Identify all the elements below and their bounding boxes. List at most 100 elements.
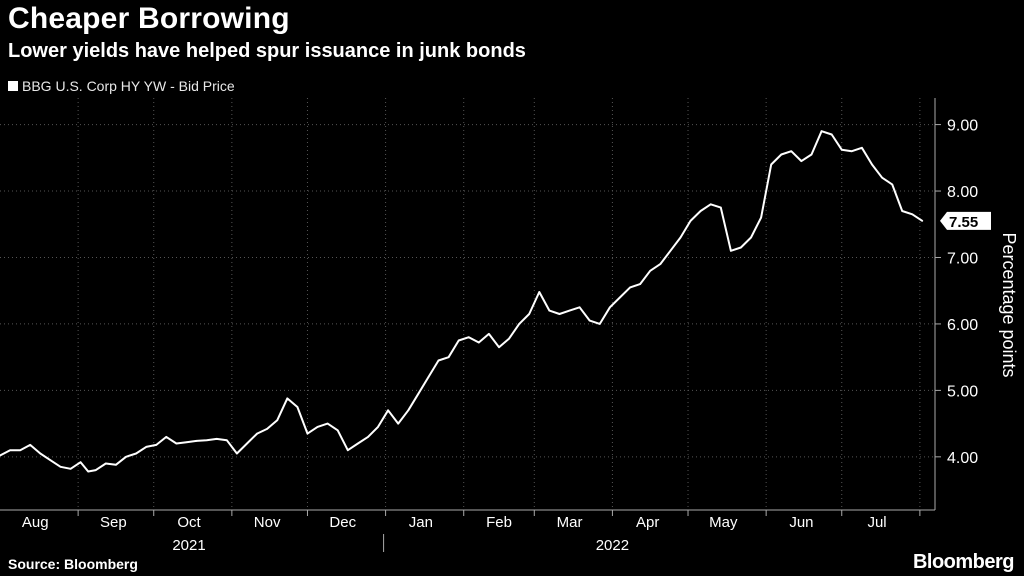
axis-labels: 4.00 5.00 6.00 7.00 8.00 9.00 Aug Sep Oct Nov Dec J… (22, 118, 1019, 554)
year-label: 2021 (172, 537, 205, 554)
data-point (588, 319, 591, 322)
data-point (568, 309, 571, 312)
data-point (659, 263, 662, 265)
data-point (770, 163, 772, 166)
data-point (901, 210, 903, 212)
legend-swatch (8, 81, 18, 91)
data-point (165, 436, 168, 438)
data-point (215, 438, 218, 440)
data-point (387, 409, 389, 412)
data-point (720, 206, 722, 209)
x-tick-label: May (709, 514, 738, 531)
x-tick-label: Jul (867, 514, 886, 531)
x-tick-label: Jan (409, 514, 433, 531)
data-point (95, 469, 97, 471)
data-point (29, 444, 32, 446)
data-point (649, 270, 651, 272)
data-point (347, 449, 349, 452)
data-point (891, 183, 893, 186)
data-point (175, 442, 178, 445)
legend-label: BBG U.S. Corp HY YW - Bid Price (22, 78, 235, 94)
data-point (377, 426, 379, 428)
data-point (125, 456, 127, 458)
data-point (679, 236, 682, 239)
data-point (87, 470, 89, 473)
data-point (105, 462, 107, 465)
last-value-tag (940, 211, 991, 230)
data-point (508, 337, 510, 340)
data-point (518, 323, 520, 325)
x-tick-label: Mar (557, 514, 583, 531)
x-tick-label: Feb (486, 514, 512, 531)
data-point (730, 250, 732, 252)
y-tick-label: 8.00 (947, 184, 978, 201)
x-tick-label: Jun (789, 514, 813, 531)
data-point (457, 339, 460, 342)
data-point (407, 409, 410, 412)
chart-subtitle: Lower yields have helped spur issuance i… (8, 40, 526, 62)
data-point (205, 439, 208, 442)
data-point (780, 153, 783, 156)
y-tick-label: 6.00 (947, 317, 978, 334)
data-point (447, 356, 450, 359)
data-point (336, 429, 339, 432)
data-point (760, 216, 762, 219)
data-point (669, 250, 672, 252)
data-point (0, 454, 1, 457)
data-point (266, 428, 268, 430)
data-point (326, 422, 329, 425)
x-tick-label: Apr (636, 514, 659, 531)
data-point (538, 291, 541, 293)
data-point (800, 160, 803, 162)
data-point (488, 333, 490, 335)
y-tick-label: 9.00 (947, 118, 978, 135)
data-point (286, 397, 289, 400)
data-point (609, 306, 611, 309)
source-note: Source: Bloomberg (8, 556, 138, 572)
y-tick-label: 5.00 (947, 383, 978, 400)
data-point (578, 306, 581, 309)
data-point (599, 323, 601, 325)
data-point (236, 452, 238, 455)
x-tick-label: Aug (22, 514, 49, 531)
data-point (790, 150, 793, 152)
data-point (306, 432, 309, 435)
series-layer (0, 130, 924, 473)
data-point (841, 149, 843, 151)
grid-lines (0, 98, 935, 510)
data-point (417, 392, 420, 395)
data-point (709, 203, 712, 206)
data-point (851, 150, 853, 152)
chart-title: Cheaper Borrowing (8, 2, 290, 35)
brand-logo: Bloomberg (912, 551, 1015, 573)
data-point (135, 452, 137, 455)
data-point (115, 464, 117, 466)
y-tick-label: 7.00 (947, 250, 978, 267)
data-point (861, 147, 863, 149)
data-point (59, 466, 62, 468)
x-tick-label: Sep (100, 514, 127, 531)
data-point (367, 436, 369, 438)
data-point (79, 461, 82, 464)
data-point (689, 220, 692, 222)
data-point (830, 133, 833, 136)
data-point (810, 153, 813, 156)
data-point (195, 440, 198, 442)
data-point (296, 406, 299, 408)
data-point (9, 449, 11, 452)
data-point (750, 236, 752, 239)
data-point (19, 449, 22, 452)
data-point (276, 419, 279, 422)
data-point (427, 376, 430, 378)
x-tick-label: Oct (177, 514, 201, 531)
data-point (629, 286, 631, 289)
x-tick-label: Dec (329, 514, 356, 531)
year-label: 2022 (596, 537, 629, 554)
x-tick-label: Nov (254, 514, 281, 531)
data-point (246, 442, 248, 445)
data-point (145, 446, 147, 448)
data-point (256, 432, 258, 435)
data-point (528, 313, 530, 315)
data-point (468, 336, 470, 339)
